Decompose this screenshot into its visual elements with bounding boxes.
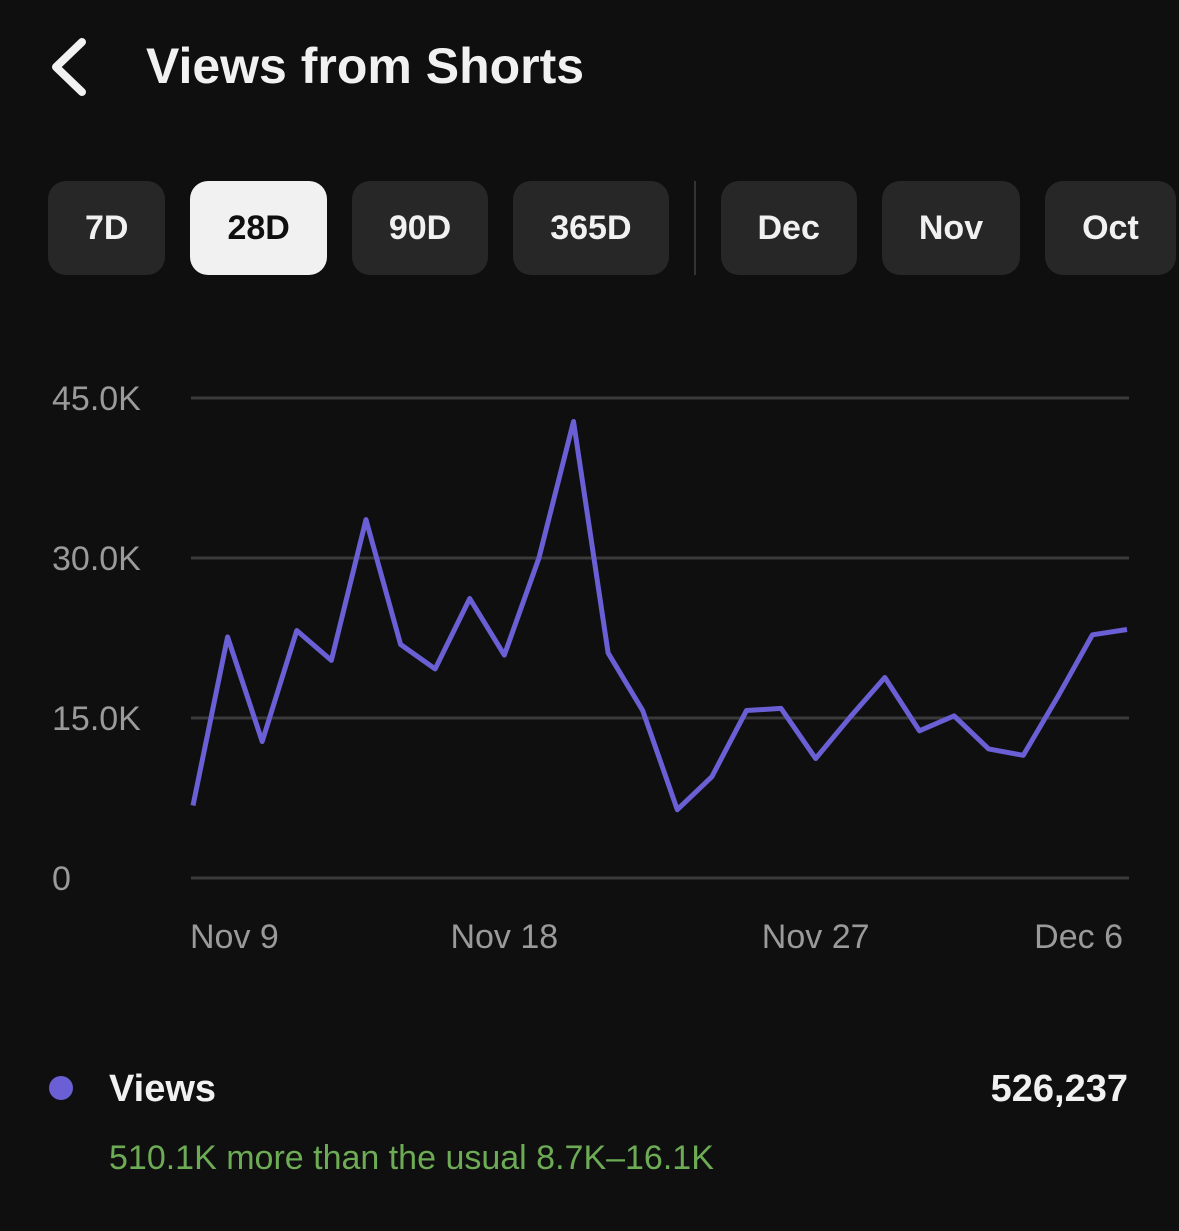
comparison-text: 510.1K more than the usual 8.7K–16.1K bbox=[109, 1139, 714, 1177]
y-tick-label: 15.0K bbox=[52, 700, 141, 738]
total-views: 526,237 bbox=[991, 1068, 1128, 1110]
period-tabs: 7D 28D 90D 365D Dec Nov Oct bbox=[48, 181, 1176, 275]
x-tick-label: Nov 18 bbox=[450, 918, 558, 956]
period-tab[interactable]: Dec bbox=[720, 181, 857, 275]
x-tick-label: Dec 6 bbox=[1034, 918, 1123, 956]
period-tab[interactable]: Nov bbox=[881, 181, 1021, 275]
y-tick-label: 45.0K bbox=[52, 380, 141, 418]
data-line bbox=[190, 418, 1128, 813]
period-tab[interactable]: 28D bbox=[190, 181, 327, 275]
y-tick-label: 30.0K bbox=[52, 540, 141, 578]
legend-dot bbox=[49, 1076, 73, 1100]
x-tick-label: Nov 27 bbox=[762, 918, 870, 956]
back-button[interactable] bbox=[52, 38, 86, 96]
tab-separator bbox=[693, 181, 696, 275]
period-tab[interactable]: 90D bbox=[351, 181, 489, 275]
page-title: Views from Shorts bbox=[146, 38, 584, 94]
period-tab[interactable]: 7D bbox=[48, 181, 166, 275]
legend-label: Views bbox=[109, 1068, 216, 1110]
y-tick-label: 0 bbox=[52, 860, 71, 898]
x-tick-label: Nov 9 bbox=[190, 918, 279, 956]
period-tab[interactable]: 365D bbox=[513, 181, 669, 275]
period-tab[interactable]: Oct bbox=[1045, 181, 1176, 275]
